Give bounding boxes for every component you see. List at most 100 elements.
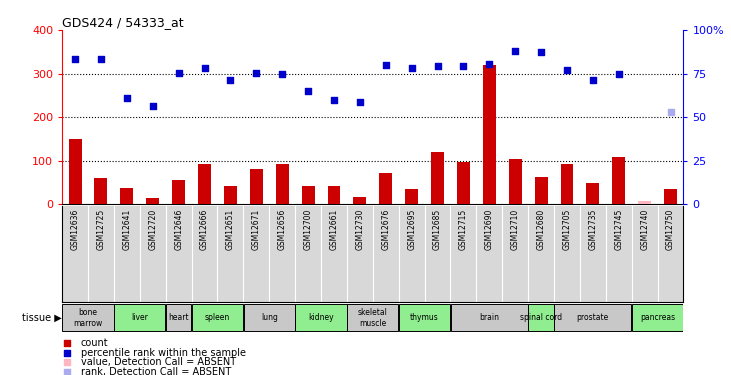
Text: GSM12750: GSM12750: [666, 209, 675, 251]
Text: tissue ▶: tissue ▶: [22, 313, 61, 323]
Point: [121, 94, 133, 100]
Bar: [534, 177, 548, 204]
Point: [613, 72, 624, 78]
Point: [432, 63, 444, 69]
Text: value, Detection Call = ABSENT: value, Detection Call = ABSENT: [81, 357, 236, 368]
Text: spinal cord: spinal cord: [520, 314, 562, 322]
Point: [483, 61, 495, 67]
Point: [61, 369, 73, 375]
Text: bone
marrow: bone marrow: [73, 308, 102, 327]
Text: rank, Detection Call = ABSENT: rank, Detection Call = ABSENT: [81, 367, 231, 375]
Bar: [114, 304, 165, 332]
Point: [535, 49, 547, 55]
Text: GSM12720: GSM12720: [148, 209, 157, 251]
Text: GSM12690: GSM12690: [485, 209, 494, 251]
Bar: [276, 164, 289, 204]
Point: [173, 70, 184, 76]
Point: [587, 77, 599, 83]
Bar: [379, 173, 393, 204]
Bar: [529, 304, 554, 332]
Text: GSM12651: GSM12651: [226, 209, 235, 251]
Point: [458, 63, 469, 69]
Text: GSM12666: GSM12666: [200, 209, 209, 251]
Point: [224, 77, 236, 83]
Text: GSM12676: GSM12676: [382, 209, 390, 251]
Bar: [166, 304, 192, 332]
Bar: [451, 304, 528, 332]
Bar: [192, 304, 243, 332]
Bar: [561, 164, 573, 204]
Text: brain: brain: [480, 314, 499, 322]
Text: GSM12636: GSM12636: [71, 209, 80, 251]
Text: GSM12715: GSM12715: [459, 209, 468, 251]
Text: GSM12725: GSM12725: [96, 209, 105, 251]
Bar: [632, 304, 683, 332]
Text: skeletal
muscle: skeletal muscle: [358, 308, 387, 327]
Text: kidney: kidney: [308, 314, 334, 322]
Point: [664, 109, 676, 115]
Point: [354, 99, 366, 105]
Text: GDS424 / 54333_at: GDS424 / 54333_at: [62, 16, 183, 29]
Text: GSM12671: GSM12671: [251, 209, 261, 251]
Bar: [121, 188, 133, 204]
Bar: [173, 180, 185, 204]
Point: [406, 65, 417, 71]
Bar: [664, 189, 677, 204]
Text: liver: liver: [132, 314, 148, 322]
Point: [510, 48, 521, 54]
Bar: [302, 186, 314, 204]
Point: [95, 56, 107, 62]
Point: [302, 88, 314, 94]
Text: GSM12661: GSM12661: [330, 209, 338, 251]
Point: [199, 65, 211, 71]
Text: count: count: [81, 338, 108, 348]
Bar: [295, 304, 346, 332]
Bar: [554, 304, 632, 332]
Point: [561, 67, 573, 73]
Point: [69, 56, 81, 62]
Text: GSM12745: GSM12745: [614, 209, 624, 251]
Text: spleen: spleen: [205, 314, 230, 322]
Point: [328, 97, 340, 103]
Text: GSM12685: GSM12685: [433, 209, 442, 251]
Point: [61, 359, 73, 365]
Text: GSM12710: GSM12710: [511, 209, 520, 251]
Point: [147, 103, 159, 109]
Text: lung: lung: [261, 314, 278, 322]
Bar: [62, 304, 113, 332]
Text: GSM12641: GSM12641: [122, 209, 132, 251]
Text: GSM12656: GSM12656: [278, 209, 287, 251]
Bar: [198, 164, 211, 204]
Point: [380, 62, 392, 68]
Bar: [586, 183, 599, 204]
Bar: [405, 189, 418, 204]
Text: GSM12695: GSM12695: [407, 209, 416, 251]
Point: [61, 350, 73, 355]
Bar: [509, 159, 522, 204]
Bar: [94, 178, 107, 204]
Text: GSM12735: GSM12735: [588, 209, 597, 251]
Point: [276, 72, 288, 78]
Bar: [457, 162, 470, 204]
Bar: [243, 304, 295, 332]
Point: [251, 70, 262, 76]
Text: GSM12730: GSM12730: [355, 209, 364, 251]
Text: GSM12705: GSM12705: [562, 209, 572, 251]
Bar: [250, 169, 262, 204]
Bar: [483, 65, 496, 204]
Text: GSM12740: GSM12740: [640, 209, 649, 251]
Bar: [146, 198, 159, 204]
Bar: [638, 201, 651, 204]
Bar: [431, 152, 444, 204]
Bar: [353, 197, 366, 204]
Bar: [347, 304, 398, 332]
Bar: [399, 304, 450, 332]
Text: percentile rank within the sample: percentile rank within the sample: [81, 348, 246, 357]
Text: heart: heart: [168, 314, 189, 322]
Bar: [327, 186, 341, 204]
Bar: [69, 139, 82, 204]
Text: GSM12646: GSM12646: [174, 209, 183, 251]
Text: GSM12680: GSM12680: [537, 209, 545, 251]
Text: pancreas: pancreas: [640, 314, 675, 322]
Text: thymus: thymus: [410, 314, 439, 322]
